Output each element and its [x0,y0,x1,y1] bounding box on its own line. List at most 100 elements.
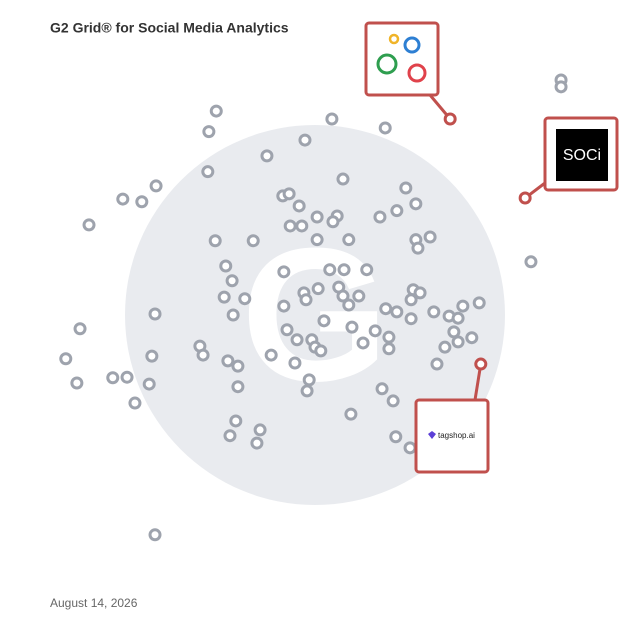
data-point [411,241,425,255]
data-point [283,219,297,233]
data-point [323,263,337,277]
data-point [314,344,328,358]
logo-icon [407,63,427,83]
data-point [404,312,418,326]
product-logo: tagshop.ai [414,398,490,474]
data-point [290,333,304,347]
data-point [231,359,245,373]
data-point [202,125,216,139]
data-point [352,289,366,303]
data-point [451,335,465,349]
data-point [300,384,314,398]
data-point [336,172,350,186]
data-point [59,352,73,366]
data-point [342,298,356,312]
product-logo: SOCi [543,116,619,192]
data-point [209,104,223,118]
data-point [389,430,403,444]
data-point [280,323,294,337]
data-point [430,357,444,371]
data-point [524,255,538,269]
data-point [373,210,387,224]
data-point [298,133,312,147]
data-point [231,380,245,394]
data-point [413,286,427,300]
data-point [299,293,313,307]
data-point [472,296,486,310]
data-point [310,233,324,247]
data-point [246,234,260,248]
data-point [223,429,237,443]
data-point [142,377,156,391]
logo-icon [428,431,436,439]
data-point [82,218,96,232]
data-point [70,376,84,390]
data-point [250,436,264,450]
data-point [148,307,162,321]
data-point [403,441,417,455]
data-point [386,394,400,408]
data-point [221,354,235,368]
data-point [295,219,309,233]
data-point [344,407,358,421]
data-point [447,325,461,339]
logo-icon [388,33,400,45]
data-point [518,191,532,205]
data-point [120,370,134,384]
data-point [116,192,130,206]
logo-text: tagshop.ai [438,431,475,440]
data-point [288,356,302,370]
logo-box [364,21,440,97]
data-point [368,324,382,338]
data-point [229,414,243,428]
data-point [264,348,278,362]
data-point [390,305,404,319]
data-point [225,274,239,288]
data-point [438,340,452,354]
data-point [326,215,340,229]
data-point [317,314,331,328]
logo-icon [403,36,421,54]
data-point [208,234,222,248]
data-point [219,259,233,273]
data-point [217,290,231,304]
data-point [128,396,142,410]
data-point [196,348,210,362]
data-point [325,112,339,126]
data-point [399,181,413,195]
data-point [238,292,252,306]
data-point [554,80,568,94]
data-point [336,289,350,303]
data-point [73,322,87,336]
logo-icon [376,53,398,75]
data-point [379,302,393,316]
data-point [345,320,359,334]
data-point [375,382,389,396]
data-point [382,330,396,344]
data-point [360,263,374,277]
logo-bg [556,129,608,181]
data-point [148,528,162,542]
data-point [390,204,404,218]
data-point [409,197,423,211]
data-point [451,311,465,325]
data-point [378,121,392,135]
data-point [311,282,325,296]
data-point [201,165,215,179]
data-point [145,349,159,363]
data-point [382,342,396,356]
data-point [423,230,437,244]
data-point [356,336,370,350]
data-point [282,187,296,201]
data-point [277,265,291,279]
data-point [226,308,240,322]
data-point [342,233,356,247]
logo-text: SOCi [563,147,601,164]
data-point [427,305,441,319]
data-point [277,299,291,313]
data-point [404,293,418,307]
chart-title: G2 Grid® for Social Media Analytics [50,20,289,36]
logo-box [414,398,490,474]
product-logo [364,21,440,97]
